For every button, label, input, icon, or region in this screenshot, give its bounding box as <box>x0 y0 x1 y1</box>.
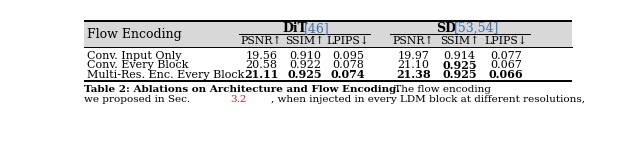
Text: 0.922: 0.922 <box>289 60 321 70</box>
Text: 0.925: 0.925 <box>287 69 322 80</box>
Text: 0.095: 0.095 <box>332 51 364 61</box>
Text: 0.914: 0.914 <box>444 51 476 61</box>
Text: Multi-Res. Enc. Every Block: Multi-Res. Enc. Every Block <box>87 69 244 80</box>
Text: 19.97: 19.97 <box>397 51 429 61</box>
Text: LPIPS↓: LPIPS↓ <box>326 36 369 46</box>
Text: 0.910: 0.910 <box>289 51 321 61</box>
Text: we proposed in Sec.: we proposed in Sec. <box>84 95 193 104</box>
Text: DiT: DiT <box>283 22 307 35</box>
Text: 0.078: 0.078 <box>332 60 364 70</box>
Text: 0.067: 0.067 <box>490 60 522 70</box>
Text: 0.066: 0.066 <box>489 69 524 80</box>
Text: 20.58: 20.58 <box>245 60 277 70</box>
Text: 0.077: 0.077 <box>490 51 522 61</box>
Text: Conv. Every Block: Conv. Every Block <box>87 60 188 70</box>
Text: , when injected in every LDM block at different resolutions,: , when injected in every LDM block at di… <box>271 95 585 104</box>
Text: 0.925: 0.925 <box>442 60 477 71</box>
Text: [53,54]: [53,54] <box>454 22 499 35</box>
Text: [46]: [46] <box>304 22 330 35</box>
Text: 19.56: 19.56 <box>245 51 277 61</box>
Text: Flow Encoding: Flow Encoding <box>87 28 182 41</box>
Text: PSNR↑: PSNR↑ <box>392 36 434 46</box>
Text: 21.10: 21.10 <box>397 60 429 70</box>
Text: SD: SD <box>436 22 456 35</box>
Text: 0.074: 0.074 <box>331 69 365 80</box>
Text: 21.11: 21.11 <box>244 69 278 80</box>
Text: 21.38: 21.38 <box>396 69 431 80</box>
Text: The flow encoding: The flow encoding <box>392 85 492 94</box>
Bar <box>84 21 572 47</box>
Text: 0.925: 0.925 <box>442 69 477 80</box>
Text: SSIM↑: SSIM↑ <box>440 36 479 46</box>
Text: SSIM↑: SSIM↑ <box>285 36 324 46</box>
Text: PSNR↑: PSNR↑ <box>241 36 282 46</box>
Text: Table 2: Ablations on Architecture and Flow Encoding.: Table 2: Ablations on Architecture and F… <box>84 85 400 94</box>
Text: Conv. Input Only: Conv. Input Only <box>87 51 182 61</box>
Text: LPIPS↓: LPIPS↓ <box>485 36 528 46</box>
Text: 3.2: 3.2 <box>230 95 246 104</box>
